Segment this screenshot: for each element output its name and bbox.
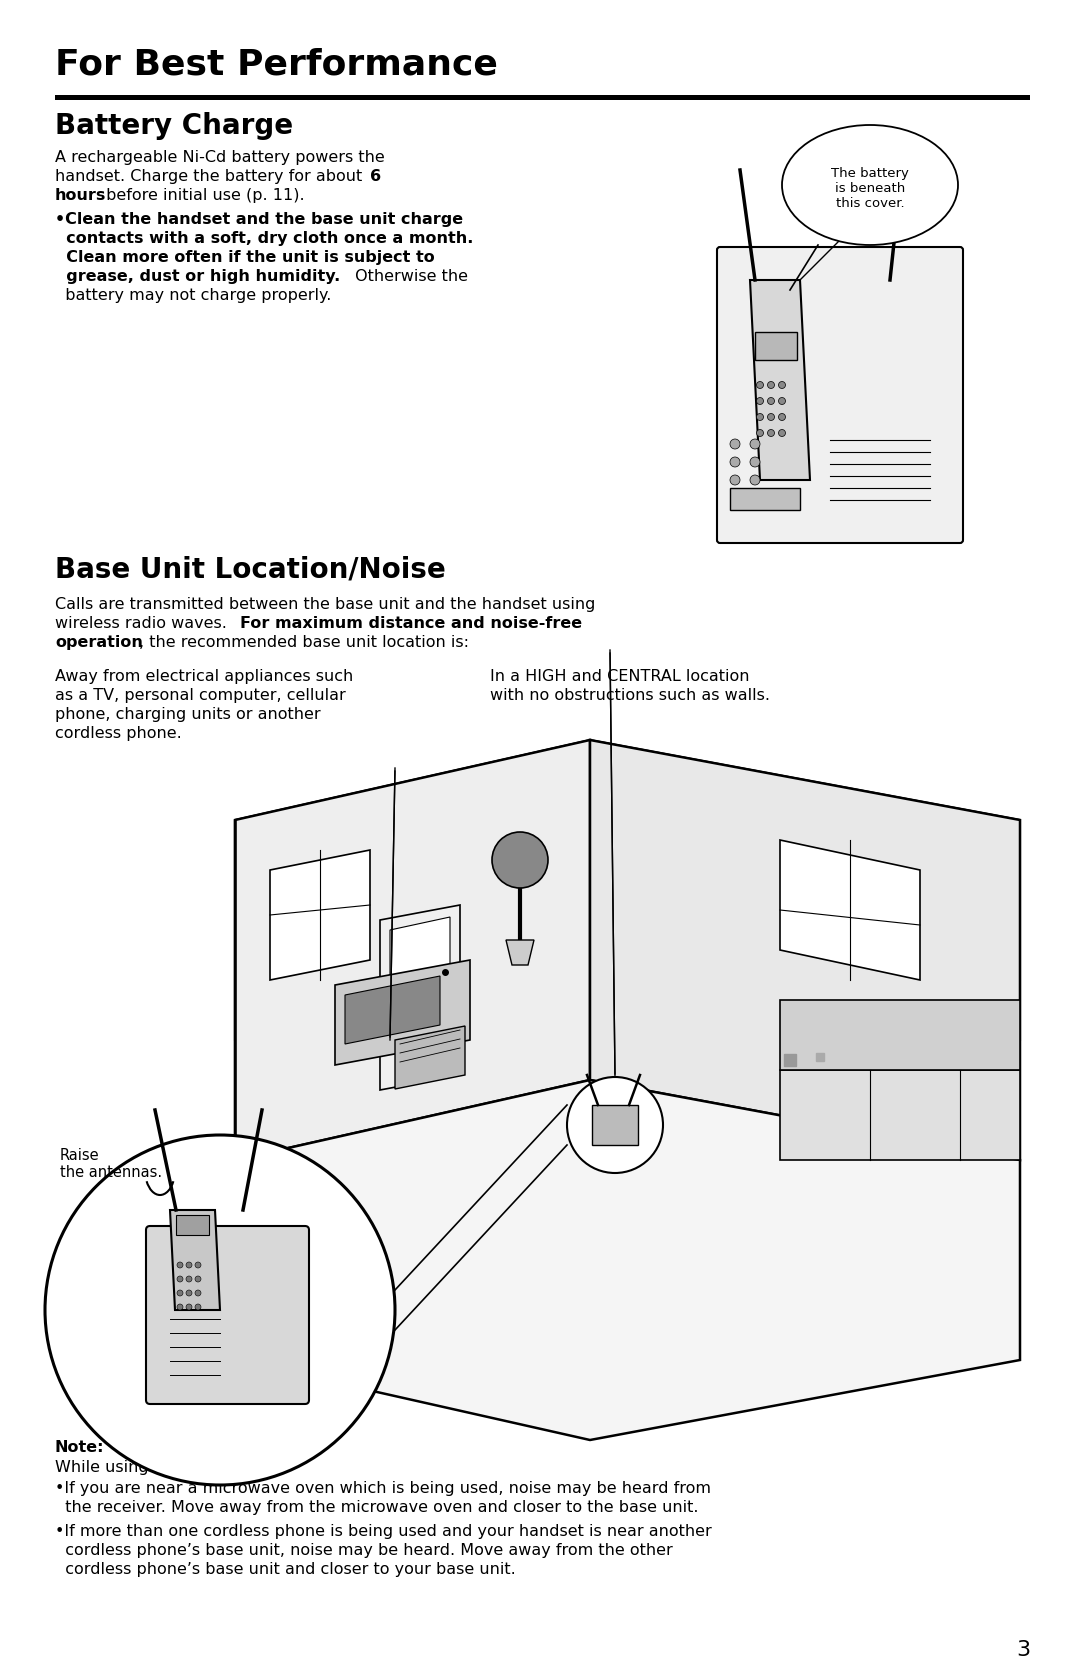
Circle shape — [195, 1262, 201, 1268]
Text: •If more than one cordless phone is being used and your handset is near another: •If more than one cordless phone is bein… — [55, 1524, 712, 1539]
Circle shape — [492, 833, 548, 888]
Circle shape — [768, 397, 774, 404]
Circle shape — [186, 1277, 192, 1282]
Polygon shape — [507, 940, 534, 965]
Circle shape — [730, 439, 740, 449]
Circle shape — [756, 429, 764, 437]
Polygon shape — [345, 976, 440, 1045]
Text: While using the handset:: While using the handset: — [55, 1460, 256, 1475]
Polygon shape — [780, 1070, 1020, 1160]
Text: Battery Charge: Battery Charge — [55, 112, 293, 140]
Text: cordless phone.: cordless phone. — [55, 726, 181, 741]
Circle shape — [195, 1290, 201, 1297]
Text: contacts with a soft, dry cloth once a month.: contacts with a soft, dry cloth once a m… — [55, 230, 473, 245]
Text: as a TV, personal computer, cellular: as a TV, personal computer, cellular — [55, 688, 346, 703]
Ellipse shape — [782, 125, 958, 245]
Circle shape — [756, 397, 764, 404]
Circle shape — [756, 382, 764, 389]
Polygon shape — [780, 1000, 1020, 1070]
Polygon shape — [235, 739, 590, 1160]
Circle shape — [177, 1262, 183, 1268]
Circle shape — [177, 1290, 183, 1297]
Text: operation: operation — [55, 634, 143, 649]
Text: cordless phone’s base unit, noise may be heard. Move away from the other: cordless phone’s base unit, noise may be… — [55, 1544, 673, 1557]
Circle shape — [779, 414, 785, 421]
Text: The battery
is beneath
this cover.: The battery is beneath this cover. — [832, 167, 909, 210]
Circle shape — [779, 397, 785, 404]
Text: the antennas.: the antennas. — [60, 1165, 162, 1180]
Polygon shape — [170, 1210, 220, 1310]
Text: For Best Performance: For Best Performance — [55, 48, 498, 82]
Text: Base Unit Location/Noise: Base Unit Location/Noise — [55, 556, 446, 582]
Circle shape — [779, 382, 785, 389]
Text: 6: 6 — [370, 169, 381, 184]
Circle shape — [750, 457, 760, 467]
Circle shape — [186, 1290, 192, 1297]
Text: 3: 3 — [1016, 1641, 1030, 1661]
Bar — [55, 95, 1030, 100]
Circle shape — [186, 1262, 192, 1268]
Polygon shape — [592, 1105, 638, 1145]
Circle shape — [768, 429, 774, 437]
Text: handset. Charge the battery for about: handset. Charge the battery for about — [55, 169, 367, 184]
Text: •Clean the handset and the base unit charge: •Clean the handset and the base unit cha… — [55, 212, 463, 227]
Circle shape — [177, 1303, 183, 1310]
Bar — [730, 487, 800, 511]
Circle shape — [756, 414, 764, 421]
Circle shape — [750, 439, 760, 449]
Circle shape — [750, 476, 760, 486]
Polygon shape — [270, 850, 370, 980]
Text: battery may not charge properly.: battery may not charge properly. — [55, 289, 332, 304]
Text: hours: hours — [55, 189, 106, 204]
Bar — [755, 332, 797, 361]
Circle shape — [186, 1303, 192, 1310]
Circle shape — [768, 414, 774, 421]
Text: before initial use (p. 11).: before initial use (p. 11). — [102, 189, 305, 204]
Text: Away from electrical appliances such: Away from electrical appliances such — [55, 669, 353, 684]
Text: For maximum distance and noise-free: For maximum distance and noise-free — [240, 616, 582, 631]
Text: Clean more often if the unit is subject to: Clean more often if the unit is subject … — [55, 250, 435, 265]
Circle shape — [779, 429, 785, 437]
Polygon shape — [390, 916, 450, 1013]
Text: wireless radio waves.: wireless radio waves. — [55, 616, 232, 631]
Text: with no obstructions such as walls.: with no obstructions such as walls. — [490, 688, 770, 703]
Text: Note:: Note: — [55, 1440, 105, 1455]
Text: , the recommended base unit location is:: , the recommended base unit location is: — [139, 634, 469, 649]
Polygon shape — [395, 1026, 465, 1088]
Text: grease, dust or high humidity.: grease, dust or high humidity. — [55, 269, 340, 284]
Text: In a HIGH and CENTRAL location: In a HIGH and CENTRAL location — [490, 669, 750, 684]
FancyBboxPatch shape — [146, 1227, 309, 1404]
Circle shape — [195, 1303, 201, 1310]
Polygon shape — [380, 905, 460, 1090]
Circle shape — [195, 1277, 201, 1282]
Polygon shape — [235, 1080, 1020, 1440]
Circle shape — [177, 1277, 183, 1282]
Text: cordless phone’s base unit and closer to your base unit.: cordless phone’s base unit and closer to… — [55, 1562, 516, 1577]
Polygon shape — [780, 840, 920, 980]
Circle shape — [730, 476, 740, 486]
Polygon shape — [235, 739, 1020, 1120]
Circle shape — [768, 382, 774, 389]
Circle shape — [567, 1077, 663, 1173]
Text: Calls are transmitted between the base unit and the handset using: Calls are transmitted between the base u… — [55, 598, 595, 613]
Text: •If you are near a microwave oven which is being used, noise may be heard from: •If you are near a microwave oven which … — [55, 1480, 711, 1495]
Text: Raise: Raise — [60, 1148, 99, 1163]
Polygon shape — [590, 739, 1020, 1160]
Circle shape — [45, 1135, 395, 1485]
Polygon shape — [750, 280, 810, 481]
Text: phone, charging units or another: phone, charging units or another — [55, 708, 321, 723]
Text: Otherwise the: Otherwise the — [350, 269, 468, 284]
Text: the receiver. Move away from the microwave oven and closer to the base unit.: the receiver. Move away from the microwa… — [55, 1500, 699, 1515]
Bar — [176, 1215, 210, 1235]
Circle shape — [730, 457, 740, 467]
Polygon shape — [335, 960, 470, 1065]
Text: A rechargeable Ni-Cd battery powers the: A rechargeable Ni-Cd battery powers the — [55, 150, 384, 165]
FancyBboxPatch shape — [717, 247, 963, 542]
